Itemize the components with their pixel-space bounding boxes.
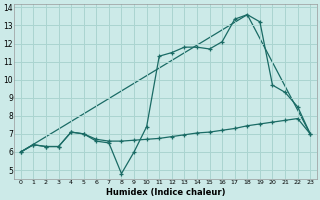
X-axis label: Humidex (Indice chaleur): Humidex (Indice chaleur) xyxy=(106,188,225,197)
